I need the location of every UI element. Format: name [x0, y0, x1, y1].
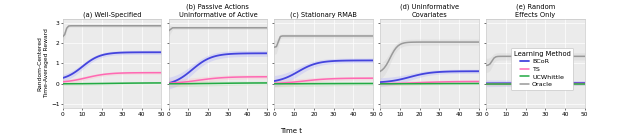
Title: (d) Uninformative
Covariates: (d) Uninformative Covariates — [400, 4, 459, 18]
Title: (e) Random
Effects Only: (e) Random Effects Only — [515, 4, 556, 18]
Y-axis label: Random-Centered
Time-Averaged Reward: Random-Centered Time-Averaged Reward — [38, 29, 49, 98]
Title: (b) Passive Actions
Uninformative of Active: (b) Passive Actions Uninformative of Act… — [179, 4, 257, 18]
Title: (c) Stationary RMAB: (c) Stationary RMAB — [291, 12, 357, 18]
Legend: BCoR, TS, UCWhittle, Oracle: BCoR, TS, UCWhittle, Oracle — [511, 48, 573, 90]
Text: Time t: Time t — [280, 128, 302, 134]
Title: (a) Well-Specified: (a) Well-Specified — [83, 12, 141, 18]
